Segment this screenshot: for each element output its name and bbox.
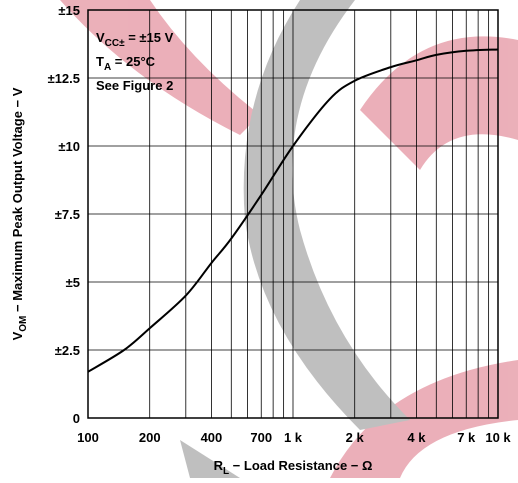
y-tick-label: ±5	[66, 275, 80, 290]
annotation: TA = 25°C	[96, 54, 156, 73]
watermark-shape	[360, 36, 518, 170]
x-tick-label: 700	[250, 430, 272, 445]
x-tick-label: 200	[139, 430, 161, 445]
plot-frame	[87, 9, 499, 419]
x-tick-label: 400	[201, 430, 223, 445]
watermark-shape	[180, 440, 240, 478]
annotation: See Figure 2	[96, 78, 173, 93]
watermark	[60, 0, 518, 478]
x-axis-label: RL − Load Resistance − Ω	[214, 458, 373, 477]
data-line	[87, 48, 499, 373]
x-tick-label: 10 k	[485, 430, 511, 445]
x-tick-label: 100	[77, 430, 99, 445]
annotation: VCC± = ±15 V	[96, 30, 174, 49]
watermark-shape	[330, 360, 518, 478]
y-tick-label: ±12.5	[48, 71, 80, 86]
x-tick-label: 7 k	[457, 430, 476, 445]
y-axis-label: VOM − Maximum Peak Output Voltage − V	[10, 87, 29, 340]
y-tick-label: ±15	[58, 3, 80, 18]
watermark-shape	[243, 0, 410, 430]
x-tick-label: 2 k	[346, 430, 365, 445]
x-tick-label: 4 k	[407, 430, 426, 445]
y-tick-label: ±7.5	[55, 207, 80, 222]
y-tick-label: ±2.5	[55, 343, 80, 358]
y-tick-label: 0	[73, 411, 80, 426]
y-tick-label: ±10	[58, 139, 80, 154]
watermark-shape	[60, 0, 260, 135]
x-tick-label: 1 k	[284, 430, 303, 445]
